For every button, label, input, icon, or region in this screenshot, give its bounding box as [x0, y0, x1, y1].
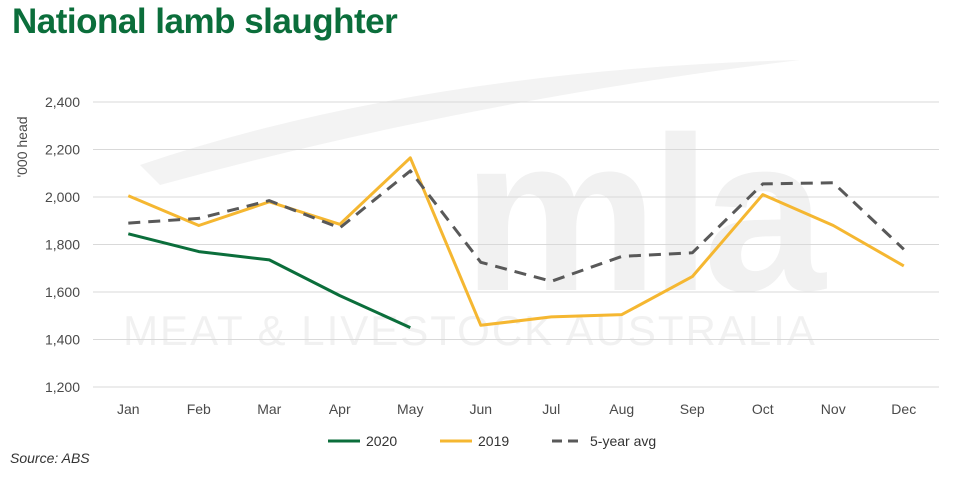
x-tick-label: Jun: [469, 401, 492, 417]
source-note: Source: ABS: [10, 450, 90, 466]
x-tick-label: Feb: [187, 401, 211, 417]
series-line-2019: [127, 156, 905, 327]
x-axis: Jan Feb Mar Apr May Jun Jul Aug Sep Oct Nov Dec: [117, 401, 916, 417]
y-axis: 1,200 1,400 1,600 1,800 2,000 2,200 2,400: [45, 94, 80, 395]
legend-label: 2019: [478, 433, 509, 449]
x-tick-label: Aug: [609, 401, 634, 417]
x-tick-label: Sep: [680, 401, 705, 417]
y-tick-label: 1,400: [45, 332, 80, 348]
watermark-logo: mla: [462, 91, 827, 337]
y-tick-label: 2,000: [45, 189, 80, 205]
x-tick-label: Nov: [821, 401, 846, 417]
watermark: mla MEAT & LIVESTOCK AUSTRALIA: [123, 60, 835, 354]
x-tick-label: Oct: [752, 401, 774, 417]
y-tick-label: 2,400: [45, 94, 80, 110]
y-tick-label: 2,200: [45, 142, 80, 158]
y-tick-label: 1,600: [45, 284, 80, 300]
watermark-tagline: MEAT & LIVESTOCK AUSTRALIA: [123, 307, 817, 354]
x-tick-label: Apr: [329, 401, 351, 417]
y-tick-label: 1,800: [45, 237, 80, 253]
y-axis-label: '000 head: [14, 116, 30, 177]
gridlines: [93, 101, 939, 388]
x-tick-label: Jan: [117, 401, 140, 417]
series-lines: [127, 156, 905, 329]
legend: 2020 2019 5-year avg: [328, 433, 656, 449]
chart-title: National lamb slaughter: [12, 2, 398, 41]
legend-label: 2020: [366, 433, 397, 449]
watermark-swoosh: [140, 60, 800, 185]
series-line-2020: [127, 232, 411, 329]
series-line-5-year-avg: [128, 169, 905, 283]
y-tick-label: 1,200: [45, 379, 80, 395]
x-tick-label: Mar: [257, 401, 281, 417]
x-tick-label: May: [397, 401, 423, 417]
x-tick-label: Dec: [891, 401, 916, 417]
x-tick-label: Jul: [542, 401, 560, 417]
legend-label: 5-year avg: [590, 433, 656, 449]
